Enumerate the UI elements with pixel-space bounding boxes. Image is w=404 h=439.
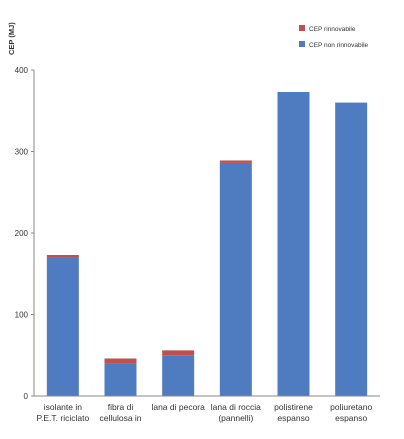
x-category-label-line: polistirene [274,402,313,412]
x-category-label-line: (pannelli) [218,413,253,423]
y-tick-label: 200 [15,229,29,238]
x-category-label-line: poliuretano [330,402,372,412]
bar-non-renewable [277,92,310,396]
legend-label: CEP rinnovabile [309,26,356,33]
legend: CEP rinnovabile CEP non rinnovabile [299,25,369,49]
y-tick-label: 300 [15,148,29,157]
legend-swatch [299,41,305,47]
x-category-label: lana di pecora [151,402,205,412]
x-axis-labels: isolante in P.E.T. riciclato fibra di cellu… [36,402,372,423]
x-category-label: polistirene espanso [274,402,313,423]
x-category-label-line: lana di roccia [211,402,261,412]
x-category-label-line: espanso [277,413,309,423]
x-category-label: isolante in P.E.T. riciclato [36,402,89,423]
legend-swatch [299,25,305,31]
y-tick-label: 400 [15,66,29,75]
y-tick-label: 100 [15,311,29,320]
x-category-label: fibra di cellulosa in [99,402,141,423]
x-category-label-line: lana di pecora [151,402,205,412]
y-tick-label: 0 [24,392,29,401]
x-category-label-line: isolante in [44,402,83,412]
legend-label: CEP non rinnovabile [309,42,369,49]
bar-non-renewable [46,257,79,396]
x-category-label-line: espanso [335,413,367,423]
x-category-label-line: fibra di [108,402,134,412]
x-category-label-line: P.E.T. riciclato [36,413,89,423]
bar-non-renewable [335,102,368,396]
bar-non-renewable [162,355,195,396]
bar-renewable [46,255,79,258]
y-axis-ticks: 0 100 200 300 400 [15,66,34,401]
bar-renewable [104,358,137,364]
bar-renewable [162,350,195,356]
x-category-label: lana di roccia (pannelli) [211,402,261,423]
bar-non-renewable [219,162,252,396]
bar-non-renewable [104,363,137,396]
x-category-label: poliuretano espanso [330,402,372,423]
plot-area [46,92,368,396]
y-axis-title: CEP (MJ) [7,22,16,55]
x-category-label-line: cellulosa in [99,413,141,423]
bar-renewable [219,160,252,163]
